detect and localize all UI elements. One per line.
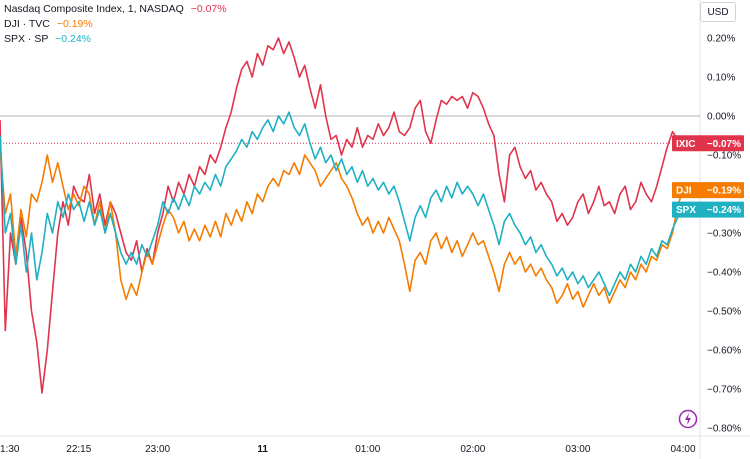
legend-ixic[interactable]: Nasdaq Composite Index, 1, NASDAQ −0.07% [4,2,227,17]
time-tick-label: 1:30 [0,444,20,455]
legend-dji[interactable]: DJI · TVC −0.19% [4,17,227,32]
legend-spx[interactable]: SPX · SP −0.24% [4,32,227,47]
badge-value: −0.07% [707,139,741,150]
series-line-ixic [0,37,684,394]
price-tick-label: 0.00% [707,112,735,123]
badge-symbol: DJI [676,186,692,197]
price-tick-label: 0.20% [707,34,735,45]
time-tick-label: 22:15 [66,444,91,455]
replay-icon[interactable] [678,409,698,429]
price-tick-label: −0.50% [707,307,741,318]
legend-spx-name: SPX · SP [4,33,49,45]
price-tick-label: −0.70% [707,385,741,396]
badge-ixic: IXIC −0.07% [672,135,744,152]
time-tick-label: 01:00 [355,444,380,455]
legend-dji-name: DJI · TVC [4,18,50,30]
legend-ixic-change: −0.07% [190,3,227,15]
price-tick-label: −0.40% [707,268,741,279]
badge-background [672,201,744,218]
time-tick-label: 04:00 [670,444,695,455]
legend-ixic-name: Nasdaq Composite Index, 1, NASDAQ [4,3,184,15]
price-tick-label: 0.10% [707,73,735,84]
series-line-dji [0,147,684,308]
legend: Nasdaq Composite Index, 1, NASDAQ −0.07%… [4,2,227,47]
time-axis[interactable]: 1:30 22:15 23:00 11 01:00 02:00 03:00 04:00 [0,444,696,455]
badge-symbol: SPX [676,205,696,216]
legend-spx-change: −0.24% [55,33,91,45]
price-tick-label: −0.10% [707,151,741,162]
price-tick-label: −0.80% [707,424,741,435]
time-tick-label: 03:00 [565,444,590,455]
price-axis[interactable]: 0.20%0.10%0.00%−0.10%−0.20%−0.30%−0.40%−… [707,34,741,435]
badge-background [672,135,744,152]
series-line-spx [0,111,684,297]
series-lines [0,37,684,394]
badge-symbol: IXIC [676,139,695,150]
time-tick-label: 02:00 [460,444,485,455]
time-tick-label: 23:00 [145,444,170,455]
badge-dji: DJI −0.19% [672,182,744,199]
last-value-badges: IXIC −0.07% DJI −0.19% SPX −0.24% [672,135,744,218]
badge-value: −0.19% [707,186,741,197]
currency-button[interactable]: USD [700,2,736,22]
badge-value: −0.24% [707,205,741,216]
legend-dji-change: −0.19% [56,18,93,30]
badge-spx: SPX −0.24% [672,201,744,218]
time-tick-label: 11 [257,444,268,455]
price-tick-label: −0.30% [707,229,741,240]
badge-background [672,182,744,199]
price-tick-label: −0.60% [707,346,741,357]
